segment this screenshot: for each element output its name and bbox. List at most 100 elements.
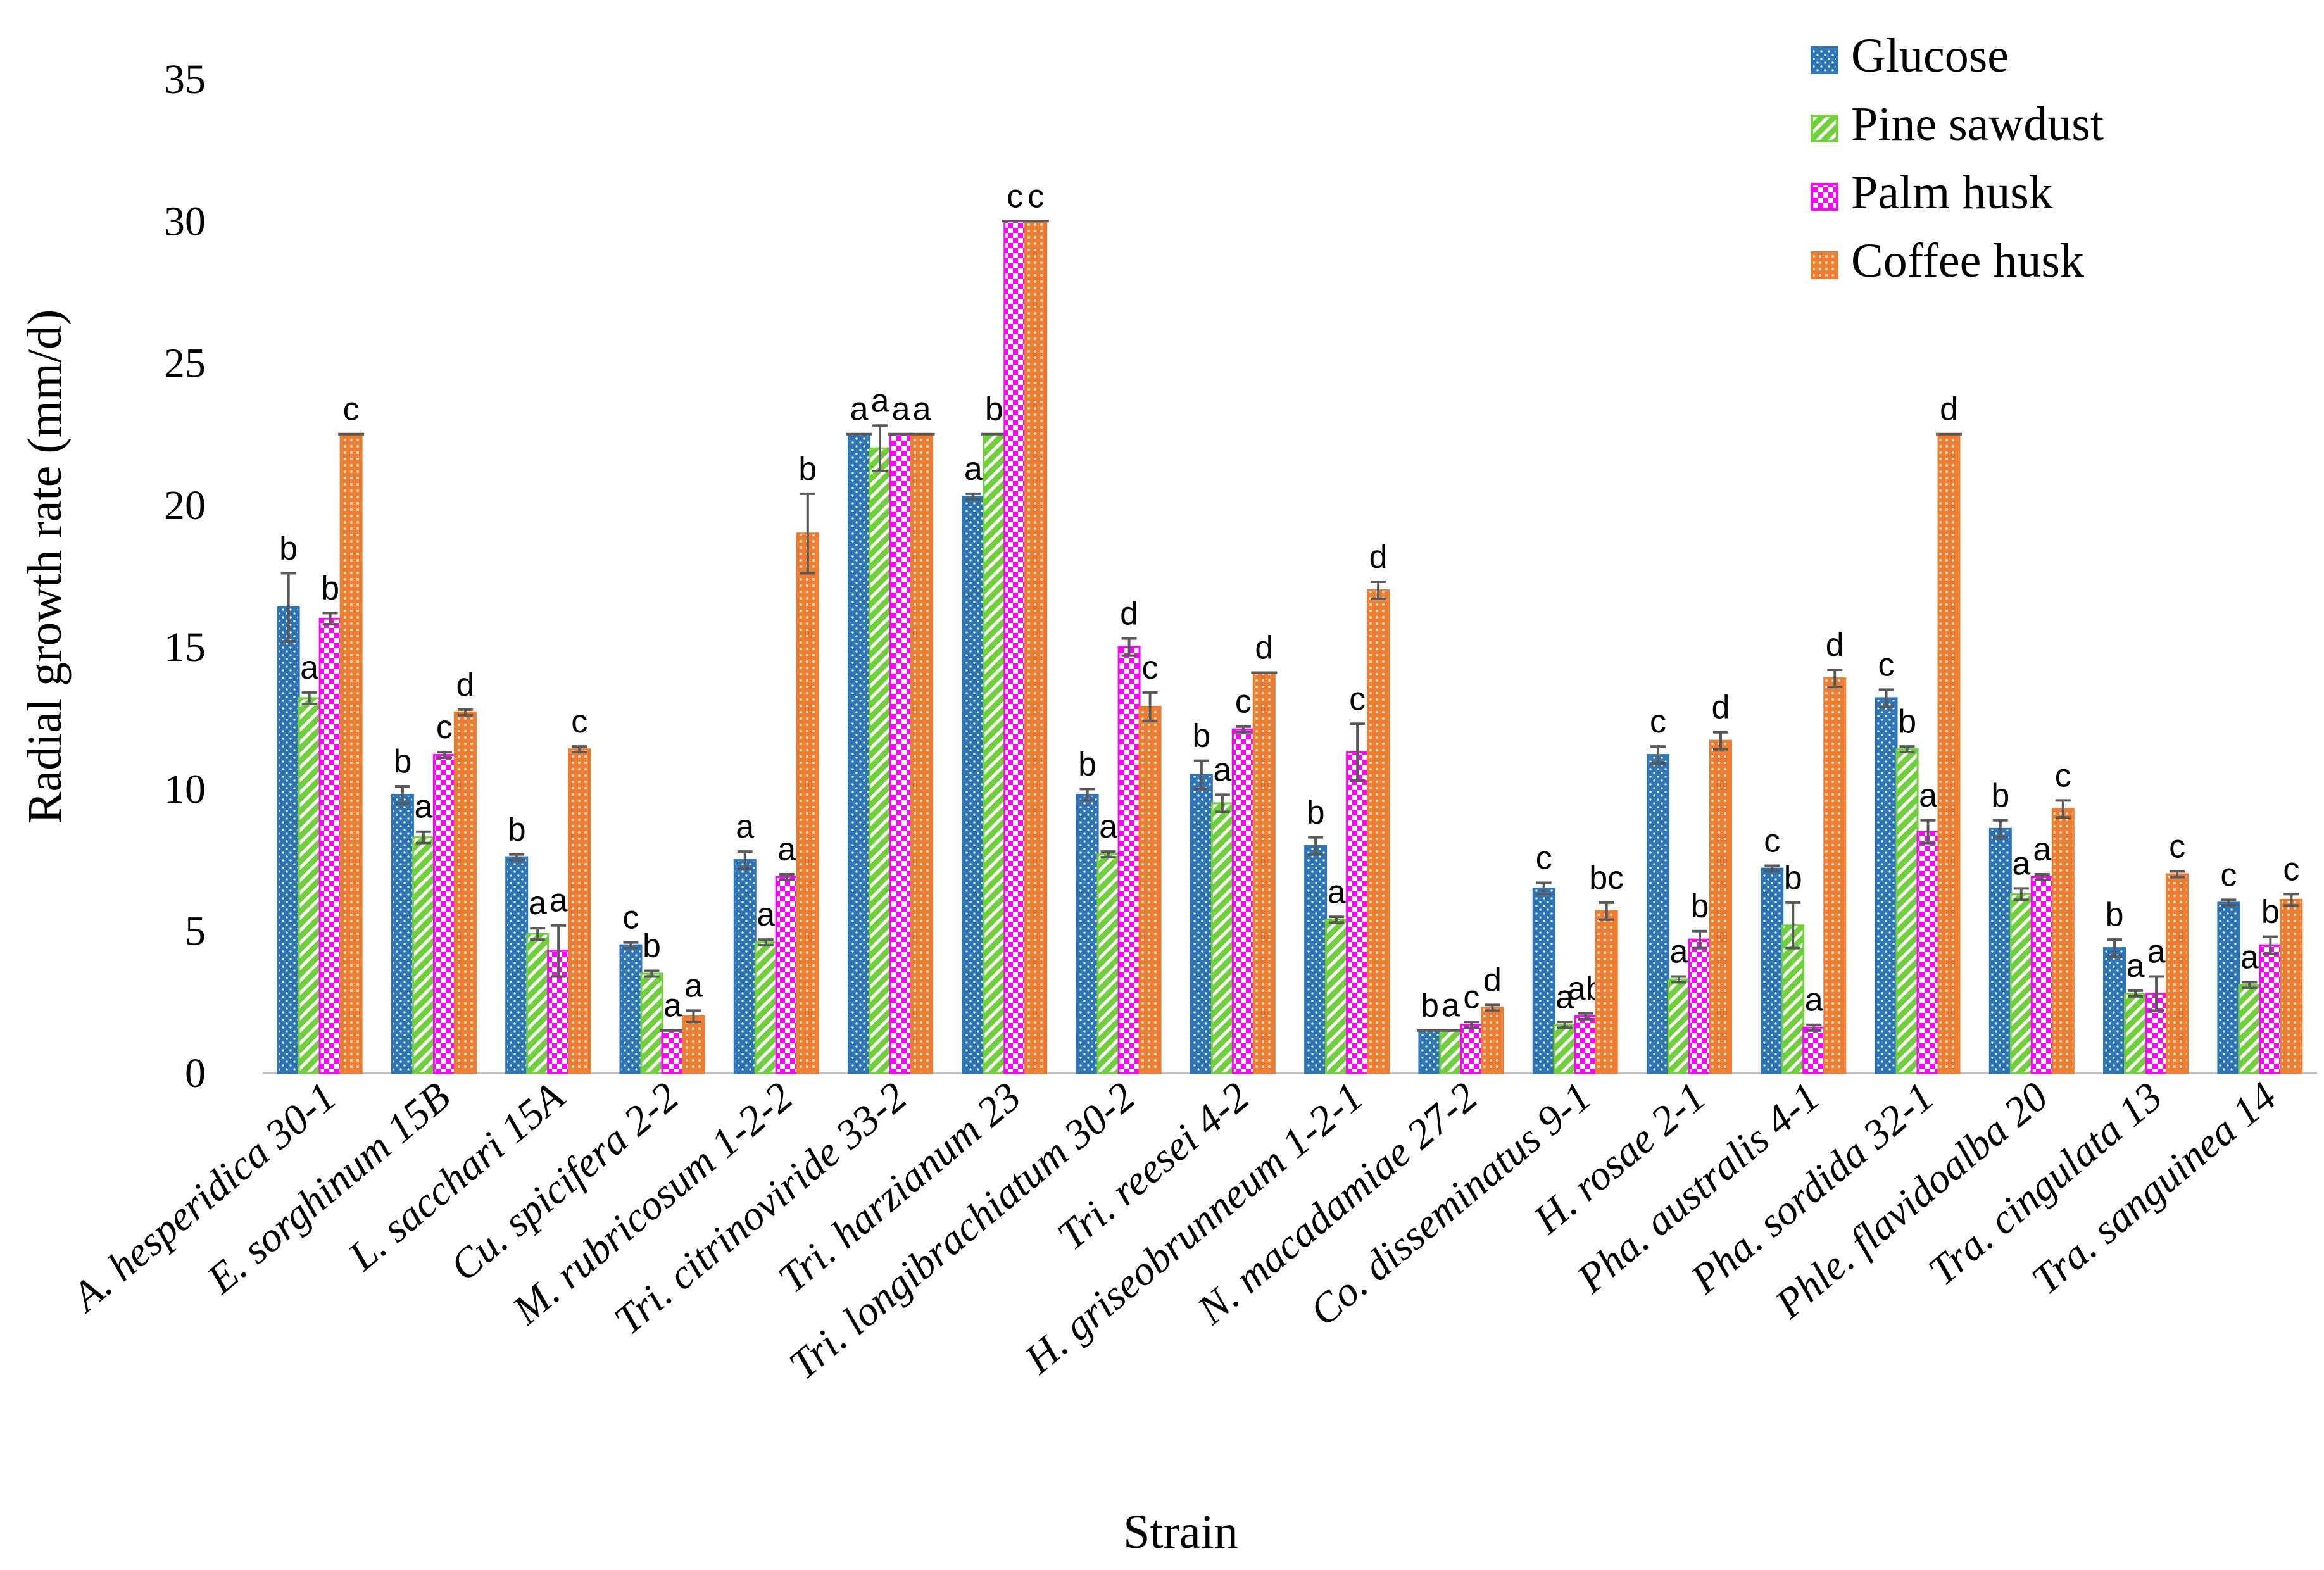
legend-label: Pine sawdust <box>1851 97 2104 151</box>
error-bar <box>301 691 317 705</box>
bar-group: ba dc <box>1076 596 1162 1074</box>
significance-label: a <box>871 382 889 419</box>
error-bar <box>415 830 431 845</box>
bar-glucose <box>962 495 985 1074</box>
bar-glucose <box>733 859 757 1074</box>
bar-pine-sawdust <box>526 933 550 1074</box>
legend-swatch <box>1811 115 1838 142</box>
error-bar <box>1557 1020 1573 1029</box>
significance-label: a <box>1328 874 1346 910</box>
bar-glucose <box>848 433 871 1074</box>
error-bar <box>779 873 795 881</box>
significance-label: c <box>1650 703 1666 740</box>
significance-label: a <box>913 391 931 428</box>
bar-palm-husk <box>2259 944 2282 1074</box>
significance-label: a <box>777 831 796 868</box>
significance-label: a <box>1805 982 1823 1019</box>
bar-glucose <box>1988 827 2012 1074</box>
error-bar <box>737 850 753 870</box>
error-bar <box>1764 864 1780 873</box>
significance-label: c <box>2220 857 2237 893</box>
bar-pine-sawdust <box>1325 919 1348 1074</box>
significance-label: d <box>1826 627 1844 663</box>
bar-pine-sawdust <box>1895 748 1919 1074</box>
error-bar <box>1308 836 1324 856</box>
significance-label: a <box>663 988 682 1024</box>
error-bar <box>623 941 639 950</box>
bar-palm-husk <box>1916 831 1940 1074</box>
significance-label: c <box>1142 650 1159 686</box>
bar-pine-sawdust <box>1781 924 1805 1074</box>
bar-pine-sawdust <box>754 941 777 1074</box>
y-tick-label: 25 <box>164 341 206 387</box>
error-bar <box>322 612 338 626</box>
bar-group: ab c c <box>962 178 1049 1074</box>
significance-label: a <box>850 391 869 428</box>
bar-coffee-husk <box>1595 910 1618 1074</box>
significance-label: a <box>1555 979 1574 1015</box>
bar-palm-husk <box>1574 1015 1597 1074</box>
error-bar <box>1878 688 1894 708</box>
error-bar <box>965 492 981 501</box>
bar-coffee-husk <box>1024 220 1048 1074</box>
significance-label: c <box>2055 757 2071 794</box>
bar-glucose <box>1190 774 1213 1074</box>
error-bar <box>509 853 525 862</box>
significance-label: c <box>1349 681 1366 717</box>
bar-palm-husk <box>2030 876 2054 1074</box>
legend-item-glucose: Glucose <box>1811 29 2009 82</box>
error-bar <box>530 927 546 941</box>
bar-group: c ab d <box>1646 689 1732 1074</box>
bar-palm-husk <box>318 617 342 1074</box>
bar-coffee-husk <box>910 433 934 1074</box>
y-tick-label: 35 <box>164 56 206 103</box>
error-bar <box>1806 1023 1822 1032</box>
bar-coffee-husk <box>2280 898 2303 1074</box>
y-tick-label: 15 <box>164 624 206 670</box>
error-bar <box>872 424 888 473</box>
error-bar <box>2034 873 2050 881</box>
legend: Glucose Pine sawdust Palm husk Coffee husk <box>1811 29 2104 287</box>
error-bar <box>1142 691 1158 722</box>
error-bar <box>2170 870 2185 879</box>
bar-glucose <box>2217 901 2240 1074</box>
significance-label: a <box>550 882 568 919</box>
significance-label: d <box>1712 689 1730 726</box>
error-bar <box>1329 915 1345 924</box>
significance-label: b <box>508 812 526 848</box>
significance-label: d <box>1120 596 1138 632</box>
error-bar <box>457 708 473 717</box>
error-bar <box>1371 580 1386 600</box>
bar-pine-sawdust <box>983 433 1006 1074</box>
bar-pine-sawdust <box>411 836 435 1074</box>
bar-glucose <box>1761 867 1784 1074</box>
error-bar <box>686 1009 701 1024</box>
y-tick-label: 20 <box>164 482 206 529</box>
significance-label: b <box>2106 896 2124 933</box>
significance-label: b <box>321 570 339 606</box>
significance-label: d <box>1255 630 1273 667</box>
bar-palm-husk <box>1802 1026 1826 1074</box>
error-bar <box>1464 1020 1479 1029</box>
significance-label: b <box>1784 860 1802 896</box>
bar-glucose <box>505 856 529 1074</box>
bar-group: ba ac <box>1988 757 2075 1074</box>
significance-label: a <box>2012 845 2030 882</box>
error-bar <box>758 938 774 947</box>
error-bar <box>2149 975 2164 1012</box>
bar-coffee-husk <box>1367 589 1390 1074</box>
significance-label: a <box>2147 933 2166 970</box>
significance-label: d <box>1940 391 1958 428</box>
bar-palm-husk <box>1460 1024 1483 1074</box>
bar-palm-husk <box>889 433 913 1074</box>
bar-pine-sawdust <box>869 447 892 1074</box>
bar-group: ba ac <box>2103 829 2189 1074</box>
bar-palm-husk <box>1688 938 1711 1074</box>
significance-label: c <box>2283 851 2299 888</box>
